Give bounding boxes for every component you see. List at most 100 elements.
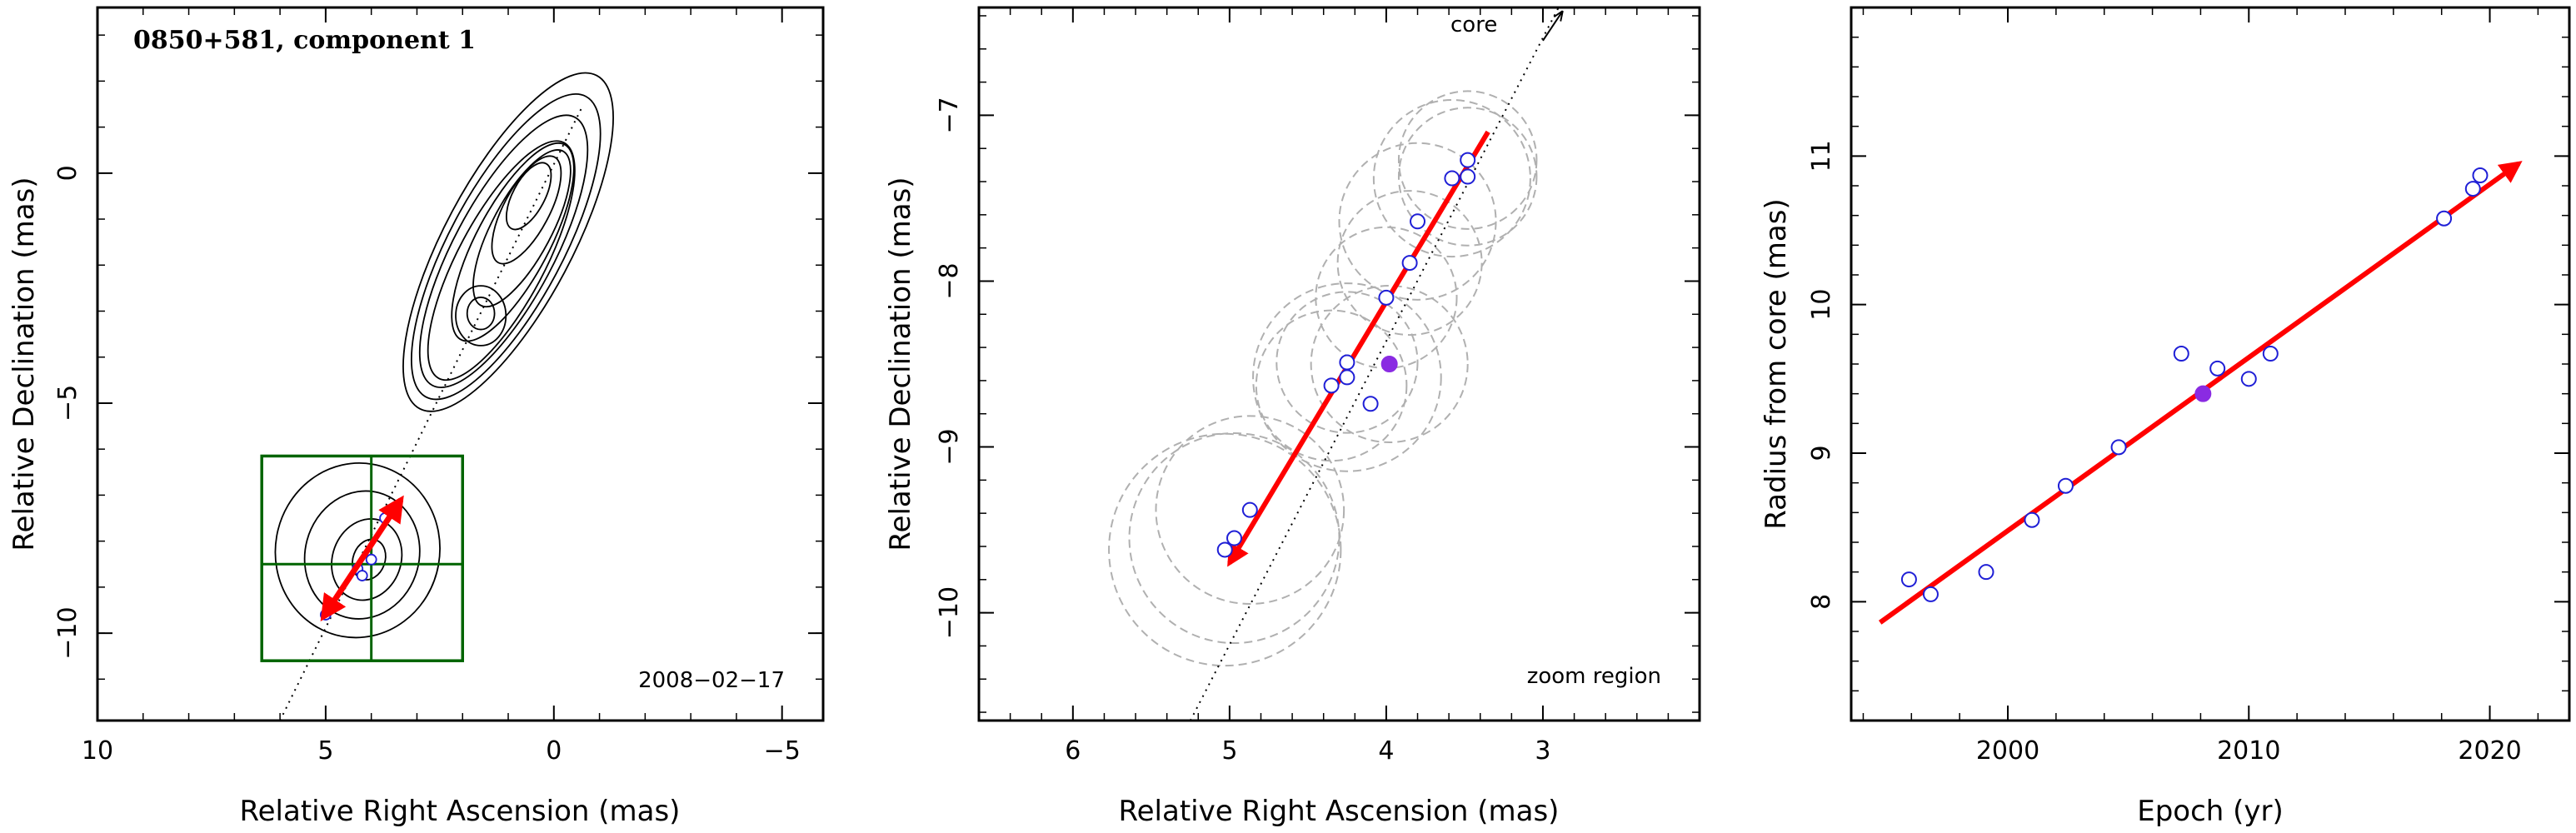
panel1-title: 0850+581, component 1 bbox=[133, 26, 476, 55]
panel1-y-tick-label: −9 bbox=[935, 428, 964, 465]
core-label: core bbox=[1450, 12, 1497, 37]
component-point-open bbox=[1362, 396, 1379, 412]
component-point bbox=[356, 570, 368, 581]
panel1-frame bbox=[96, 6, 825, 722]
panel3-frame bbox=[1850, 6, 2571, 722]
uncertainty-circle bbox=[1108, 432, 1342, 667]
panel0-x-tick-label: −5 bbox=[764, 736, 801, 766]
panel-zoom-region: 6 5 4 3 −7 −8 −9 −10 core zoom region Relative … bbox=[884, 6, 1701, 828]
contour-line bbox=[451, 142, 575, 342]
panel3-ticks: 2000 2010 2020 8 9 10 11 bbox=[1807, 7, 2569, 766]
component-point-current bbox=[1380, 356, 1398, 372]
contour-line bbox=[402, 72, 614, 412]
uncertainty-circle bbox=[1372, 99, 1531, 258]
panel1-y-tick-label: −10 bbox=[935, 586, 964, 639]
panel2-y-tick-label: 9 bbox=[1807, 445, 1836, 461]
panel2-y-tick-label: 8 bbox=[1807, 594, 1836, 610]
contour-line bbox=[466, 297, 496, 331]
component-point-open bbox=[1460, 168, 1476, 185]
panel2-frame bbox=[977, 6, 1701, 722]
uncertainty-circle bbox=[1128, 432, 1340, 645]
radius-point-open bbox=[2262, 346, 2279, 362]
contour-line bbox=[505, 162, 552, 231]
panel0-x-tick-label: 0 bbox=[546, 736, 562, 766]
panel0-x-tick-label: 10 bbox=[82, 736, 113, 766]
contour-line bbox=[418, 114, 589, 388]
panel0-y-tick-label: −5 bbox=[53, 385, 82, 421]
contour-line bbox=[472, 149, 572, 308]
core-arrow-head bbox=[1542, 12, 1562, 42]
panel1-x-tick-label: 5 bbox=[1221, 736, 1237, 766]
radius-point-open bbox=[2436, 210, 2453, 227]
fit-arrow bbox=[1227, 130, 1490, 567]
panel3-x-axis-label: Epoch (yr) bbox=[2137, 795, 2284, 828]
component-point-open bbox=[1323, 377, 1340, 394]
contour-line bbox=[427, 140, 576, 382]
uncertainty-circle bbox=[1255, 309, 1408, 462]
radius-plot-area bbox=[1878, 161, 2523, 625]
contour-line bbox=[455, 285, 507, 347]
panel0-y-tick-label: −10 bbox=[53, 606, 82, 659]
radius-point-open bbox=[2472, 167, 2489, 184]
panel2-ticks: 6 5 4 3 −7 −8 −9 −10 bbox=[935, 7, 1700, 766]
radius-point-open bbox=[2209, 360, 2226, 377]
panel1-x-tick-label: 4 bbox=[1378, 736, 1394, 766]
panel2-x-tick-label: 2010 bbox=[2217, 736, 2280, 766]
contour-line bbox=[410, 93, 602, 401]
contour-line bbox=[274, 462, 441, 639]
uncertainty-circle bbox=[1336, 190, 1483, 337]
component-point-open bbox=[1241, 501, 1258, 518]
radius-point-current bbox=[2194, 385, 2212, 402]
panel0-y-tick-label: 0 bbox=[53, 165, 82, 181]
panel1-y-tick-label: −7 bbox=[935, 97, 964, 133]
panel2-y-axis-label: Relative Declination (mas) bbox=[884, 177, 917, 551]
component-point-open bbox=[1216, 541, 1233, 558]
radius-point-open bbox=[2464, 181, 2481, 197]
panel2-x-tick-label: 2020 bbox=[2458, 736, 2521, 766]
panel1-y-axis-label: Relative Declination (mas) bbox=[7, 177, 41, 551]
component-point-open bbox=[1410, 213, 1426, 230]
component-point-open bbox=[1460, 152, 1476, 168]
radius-point-open bbox=[1922, 586, 1939, 602]
uncertainty-circle bbox=[1310, 284, 1469, 444]
panel3-y-axis-label: Radius from core (mas) bbox=[1760, 198, 1793, 529]
uncertainty-circle bbox=[1155, 415, 1345, 606]
radius-point-open bbox=[1900, 571, 1917, 588]
component-point-open bbox=[1339, 354, 1355, 371]
panel2-y-tick-label: 11 bbox=[1807, 140, 1836, 172]
zoom-region-label: zoom region bbox=[1527, 664, 1661, 689]
panel1-x-axis-label: Relative Right Ascension (mas) bbox=[240, 795, 681, 828]
radius-point-open bbox=[2110, 439, 2127, 456]
radius-point-open bbox=[1978, 564, 1994, 581]
zoom-plot-area bbox=[1108, 7, 1562, 721]
epoch-date-label: 2008−02−17 bbox=[638, 668, 785, 693]
panel2-y-tick-label: 10 bbox=[1807, 289, 1836, 321]
panel1-ticks: 10 5 0 −5 0 −5 −10 bbox=[53, 7, 823, 766]
uncertainty-circle bbox=[1397, 90, 1538, 230]
contour-plot-area bbox=[260, 72, 614, 721]
panel2-x-axis-label: Relative Right Ascension (mas) bbox=[1119, 795, 1560, 828]
fit-arrow bbox=[320, 495, 404, 621]
uncertainty-circle bbox=[1252, 282, 1442, 472]
panel-radius-vs-epoch: 2000 2010 2020 8 9 10 11 Epoch (yr) Radius fro… bbox=[1760, 6, 2571, 828]
zoom-region-box bbox=[260, 454, 464, 662]
radius-point-open bbox=[2024, 511, 2040, 528]
contour-line bbox=[491, 155, 562, 265]
uncertainty-circle bbox=[1276, 291, 1419, 434]
panel0-x-tick-label: 5 bbox=[317, 736, 333, 766]
component-point-open bbox=[1378, 289, 1395, 306]
core-direction-line bbox=[279, 108, 582, 721]
panel1-x-tick-label: 6 bbox=[1065, 736, 1081, 766]
component-point-open bbox=[1226, 530, 1243, 546]
radius-point-open bbox=[2173, 346, 2189, 362]
panel2-x-tick-label: 2000 bbox=[1976, 736, 2039, 766]
component-point-open bbox=[1401, 255, 1418, 272]
component-point bbox=[365, 553, 377, 566]
panel1-y-tick-label: −8 bbox=[935, 262, 964, 299]
uncertainty-circle bbox=[1397, 107, 1538, 247]
component-point-open bbox=[1339, 369, 1355, 386]
radius-point-open bbox=[2240, 371, 2257, 387]
component-point-open bbox=[1444, 170, 1460, 187]
panel-contour-map: 10 5 0 −5 0 −5 −10 0850+581, component 1 2008−… bbox=[7, 6, 825, 828]
